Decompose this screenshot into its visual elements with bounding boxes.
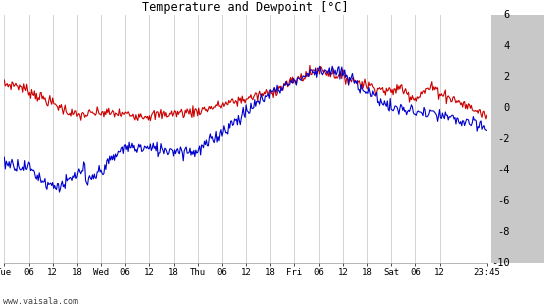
Text: 2: 2 bbox=[503, 72, 510, 82]
Text: -6: -6 bbox=[497, 196, 510, 206]
Text: -10: -10 bbox=[491, 258, 510, 268]
Text: -8: -8 bbox=[497, 227, 510, 237]
Text: www.vaisala.com: www.vaisala.com bbox=[3, 298, 78, 306]
Title: Temperature and Dewpoint [°C]: Temperature and Dewpoint [°C] bbox=[143, 1, 349, 14]
Text: -4: -4 bbox=[497, 165, 510, 175]
Text: 4: 4 bbox=[503, 41, 510, 51]
Text: 6: 6 bbox=[503, 10, 510, 20]
Text: -2: -2 bbox=[497, 134, 510, 144]
Text: 0: 0 bbox=[503, 103, 510, 113]
